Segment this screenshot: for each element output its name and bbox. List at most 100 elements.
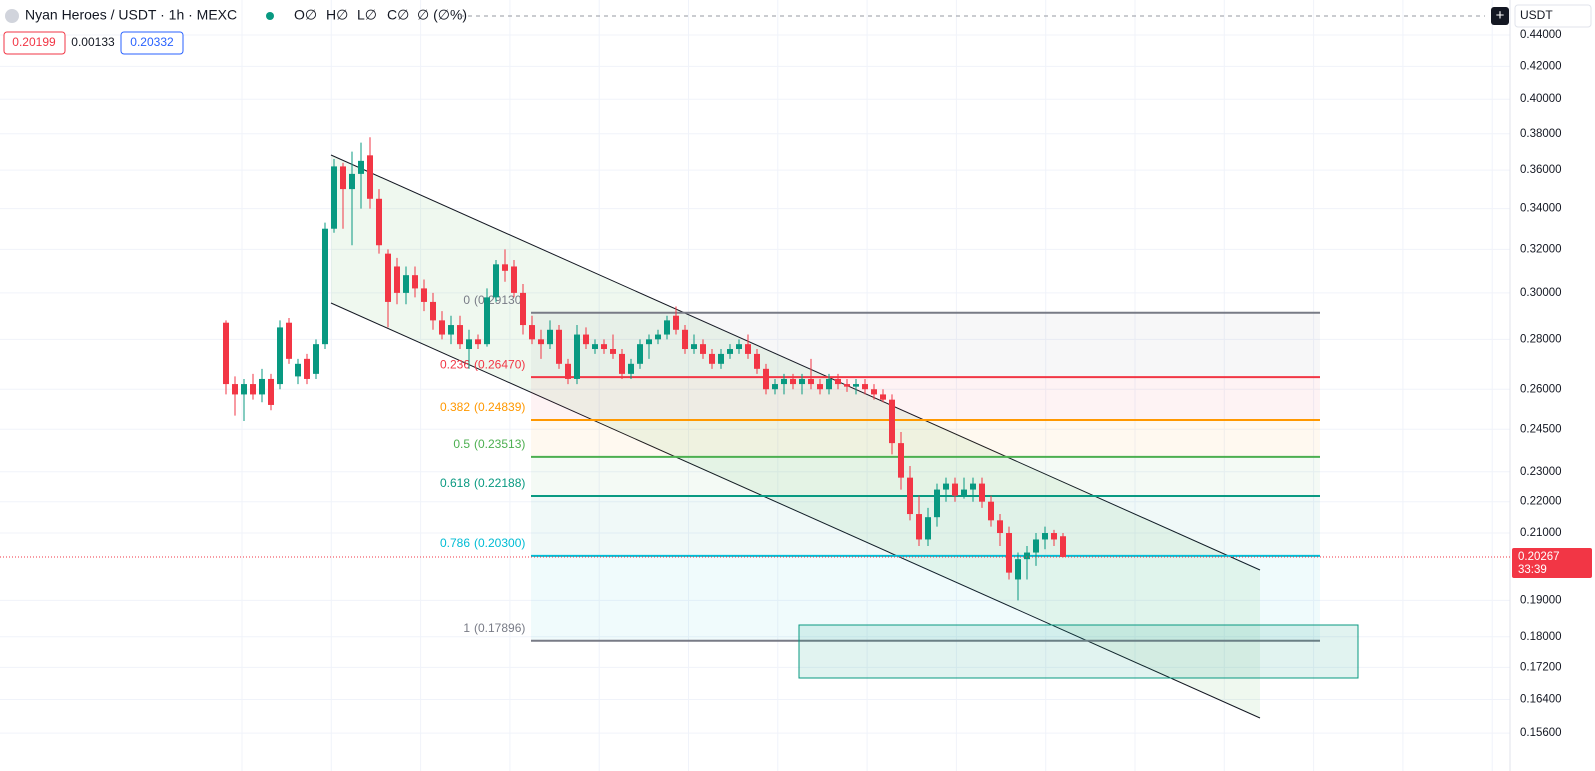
y-tick-label: 0.23000	[1520, 466, 1562, 478]
candle-body	[268, 378, 274, 405]
candle-body	[916, 514, 922, 540]
y-tick-label: 0.26000	[1520, 383, 1562, 395]
candle-body	[385, 253, 391, 302]
ask-price[interactable]: 0.20332	[130, 35, 174, 49]
fib-ratio: 0	[463, 293, 470, 307]
candle-body	[817, 384, 823, 390]
candle-body	[1015, 559, 1021, 580]
y-tick-label: 0.28000	[1520, 333, 1562, 345]
countdown: 33:39	[1518, 564, 1547, 576]
spread: 0.00133	[71, 35, 115, 49]
fib-price: (0.24839)	[474, 400, 525, 414]
y-tick-label: 0.18000	[1520, 631, 1562, 643]
candle-body	[718, 353, 724, 364]
candle-body	[673, 315, 679, 330]
candle-body	[745, 344, 751, 354]
bid-box[interactable]	[3, 31, 66, 55]
candle-body	[358, 160, 364, 174]
ask-box[interactable]	[120, 31, 184, 55]
fib-ratio: 0.382	[440, 400, 470, 414]
channel-lower	[330, 302, 1261, 719]
grid	[0, 0, 1510, 771]
candle-body	[565, 363, 571, 379]
candle-body	[844, 384, 850, 387]
y-tick-label: 0.17200	[1520, 661, 1562, 673]
y-tick-label: 0.40000	[1520, 93, 1562, 105]
symbol-logo	[5, 9, 19, 23]
candle-body	[637, 344, 643, 364]
price-axis: 0.44000 0.42000 0.40000 0.38000 0.36000 0.340…	[1520, 29, 1562, 739]
ohlc-open: O∅	[294, 7, 317, 23]
candle-body	[1051, 533, 1057, 540]
candle-body	[934, 489, 940, 518]
candle-body	[646, 339, 652, 345]
fib-ratio: 0.5	[453, 437, 470, 451]
candle-body	[781, 378, 787, 385]
fib-tool: 0 (0.29130) 0.236 (0.26470) 0.382 (0.24839) 0.…	[440, 293, 1320, 642]
candle-body	[880, 394, 886, 400]
candle-body	[313, 344, 319, 374]
candle-body	[826, 378, 832, 390]
candle-body	[250, 384, 256, 395]
candle-body	[709, 353, 715, 364]
candle-body	[583, 334, 589, 345]
fib-price: (0.26470)	[474, 357, 525, 371]
fib-price: (0.22188)	[474, 476, 525, 490]
candles	[223, 137, 1066, 601]
bid-price[interactable]: 0.20199	[12, 35, 56, 49]
currency-label[interactable]: USDT	[1520, 8, 1553, 22]
candle-body	[286, 322, 292, 359]
symbol-title[interactable]: Nyan Heroes / USDT · 1h · MEXC	[25, 7, 237, 23]
fib-band	[531, 555, 1320, 641]
candle-body	[610, 349, 616, 354]
fib-ratio: 0.786	[440, 536, 470, 550]
y-tick-label: 0.22000	[1520, 496, 1562, 508]
candle-body	[1060, 536, 1066, 557]
candle-body	[304, 358, 310, 379]
candle-body	[655, 334, 661, 340]
ohlc-close: C∅	[387, 7, 409, 23]
add-icon[interactable]: +	[1496, 7, 1505, 24]
add-button[interactable]	[1491, 7, 1509, 25]
candle-body	[808, 378, 814, 385]
candle-body	[295, 363, 301, 377]
candle-body	[520, 292, 526, 326]
candle-body	[979, 483, 985, 502]
candle-body	[457, 325, 463, 345]
candle-body	[448, 325, 454, 335]
candle-body	[421, 288, 427, 302]
candle-body	[592, 344, 598, 350]
candle-body	[439, 320, 445, 335]
candle-body	[241, 384, 247, 395]
y-tick-label: 0.21000	[1520, 527, 1562, 539]
candle-body	[538, 339, 544, 345]
status-dot	[266, 12, 274, 20]
y-tick-label: 0.42000	[1520, 60, 1562, 72]
candle-body	[430, 301, 436, 321]
channel-fill	[331, 155, 1260, 718]
candle-body	[835, 378, 841, 385]
y-tick-label: 0.34000	[1520, 203, 1562, 215]
candle-body	[889, 399, 895, 444]
ohlc-low: L∅	[357, 7, 377, 23]
candle-body	[232, 384, 238, 395]
y-tick-label: 0.19000	[1520, 594, 1562, 606]
candle-body	[367, 155, 373, 199]
y-tick-label: 0.16400	[1520, 694, 1562, 706]
ohlc-change: ∅ (∅%)	[417, 7, 467, 23]
candle-body	[952, 483, 958, 496]
candle-body	[754, 353, 760, 369]
y-tick-label: 0.15600	[1520, 727, 1562, 739]
fib-price: (0.23513)	[474, 437, 525, 451]
ohlc-high: H∅	[326, 7, 348, 23]
candle-body	[574, 334, 580, 379]
y-tick-label: 0.36000	[1520, 164, 1562, 176]
currency-button[interactable]	[1514, 4, 1592, 28]
candle-body	[898, 443, 904, 478]
candle-body	[772, 384, 778, 390]
candle-body	[691, 344, 697, 350]
candle-body	[988, 501, 994, 521]
fib-ratio: 0.618	[440, 476, 470, 490]
candle-body	[223, 322, 229, 385]
